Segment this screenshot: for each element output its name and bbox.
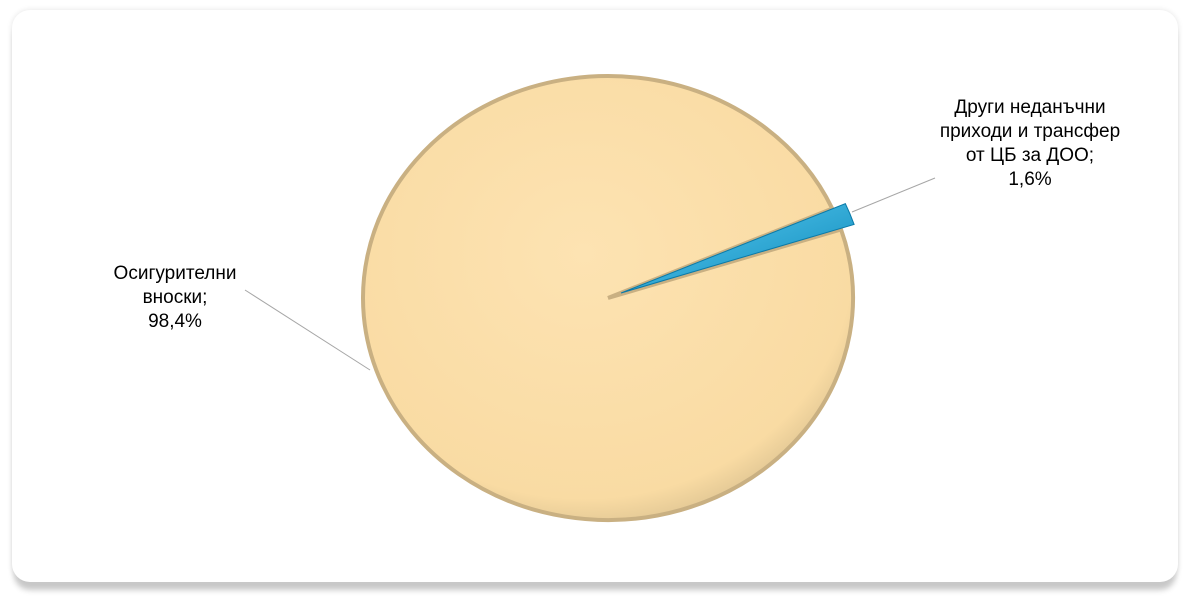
data-label: Осигурителни вноски; 98,4%: [80, 262, 270, 334]
pie-slice: [620, 202, 855, 294]
data-label: Други неданъчни приходи и трансфер от ЦБ…: [930, 96, 1130, 192]
category-label: Осигурителни вноски;: [113, 263, 237, 308]
leader-line: [244, 289, 371, 371]
value-label: 1,6%: [1008, 169, 1052, 190]
pie-slice: [361, 74, 855, 522]
leader-line: [851, 177, 936, 213]
value-label: 98,4%: [148, 311, 202, 332]
category-label: Други неданъчни приходи и трансфер от ЦБ…: [939, 97, 1121, 166]
